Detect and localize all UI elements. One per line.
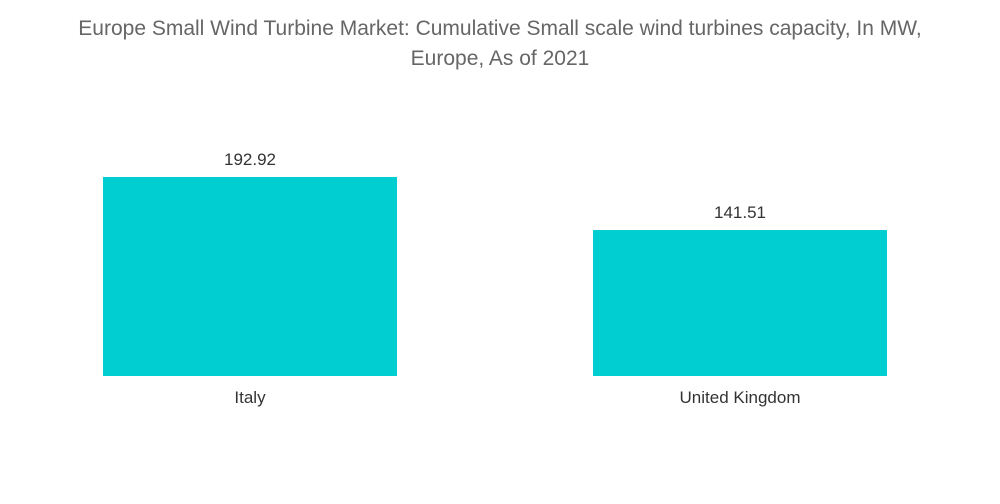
category-label-united-kingdom: United Kingdom (680, 388, 801, 407)
chart-title-line-1: Europe Small Wind Turbine Market: Cumula… (78, 17, 922, 40)
value-label-italy: 192.92 (224, 150, 276, 169)
bar-italy (103, 177, 397, 376)
chart-title: Europe Small Wind Turbine Market: Cumula… (0, 14, 1000, 74)
value-label-united-kingdom: 141.51 (714, 203, 766, 222)
bar-united-kingdom (593, 230, 887, 376)
category-label-italy: Italy (234, 388, 266, 407)
chart-title-line-2: Europe, As of 2021 (410, 47, 590, 70)
